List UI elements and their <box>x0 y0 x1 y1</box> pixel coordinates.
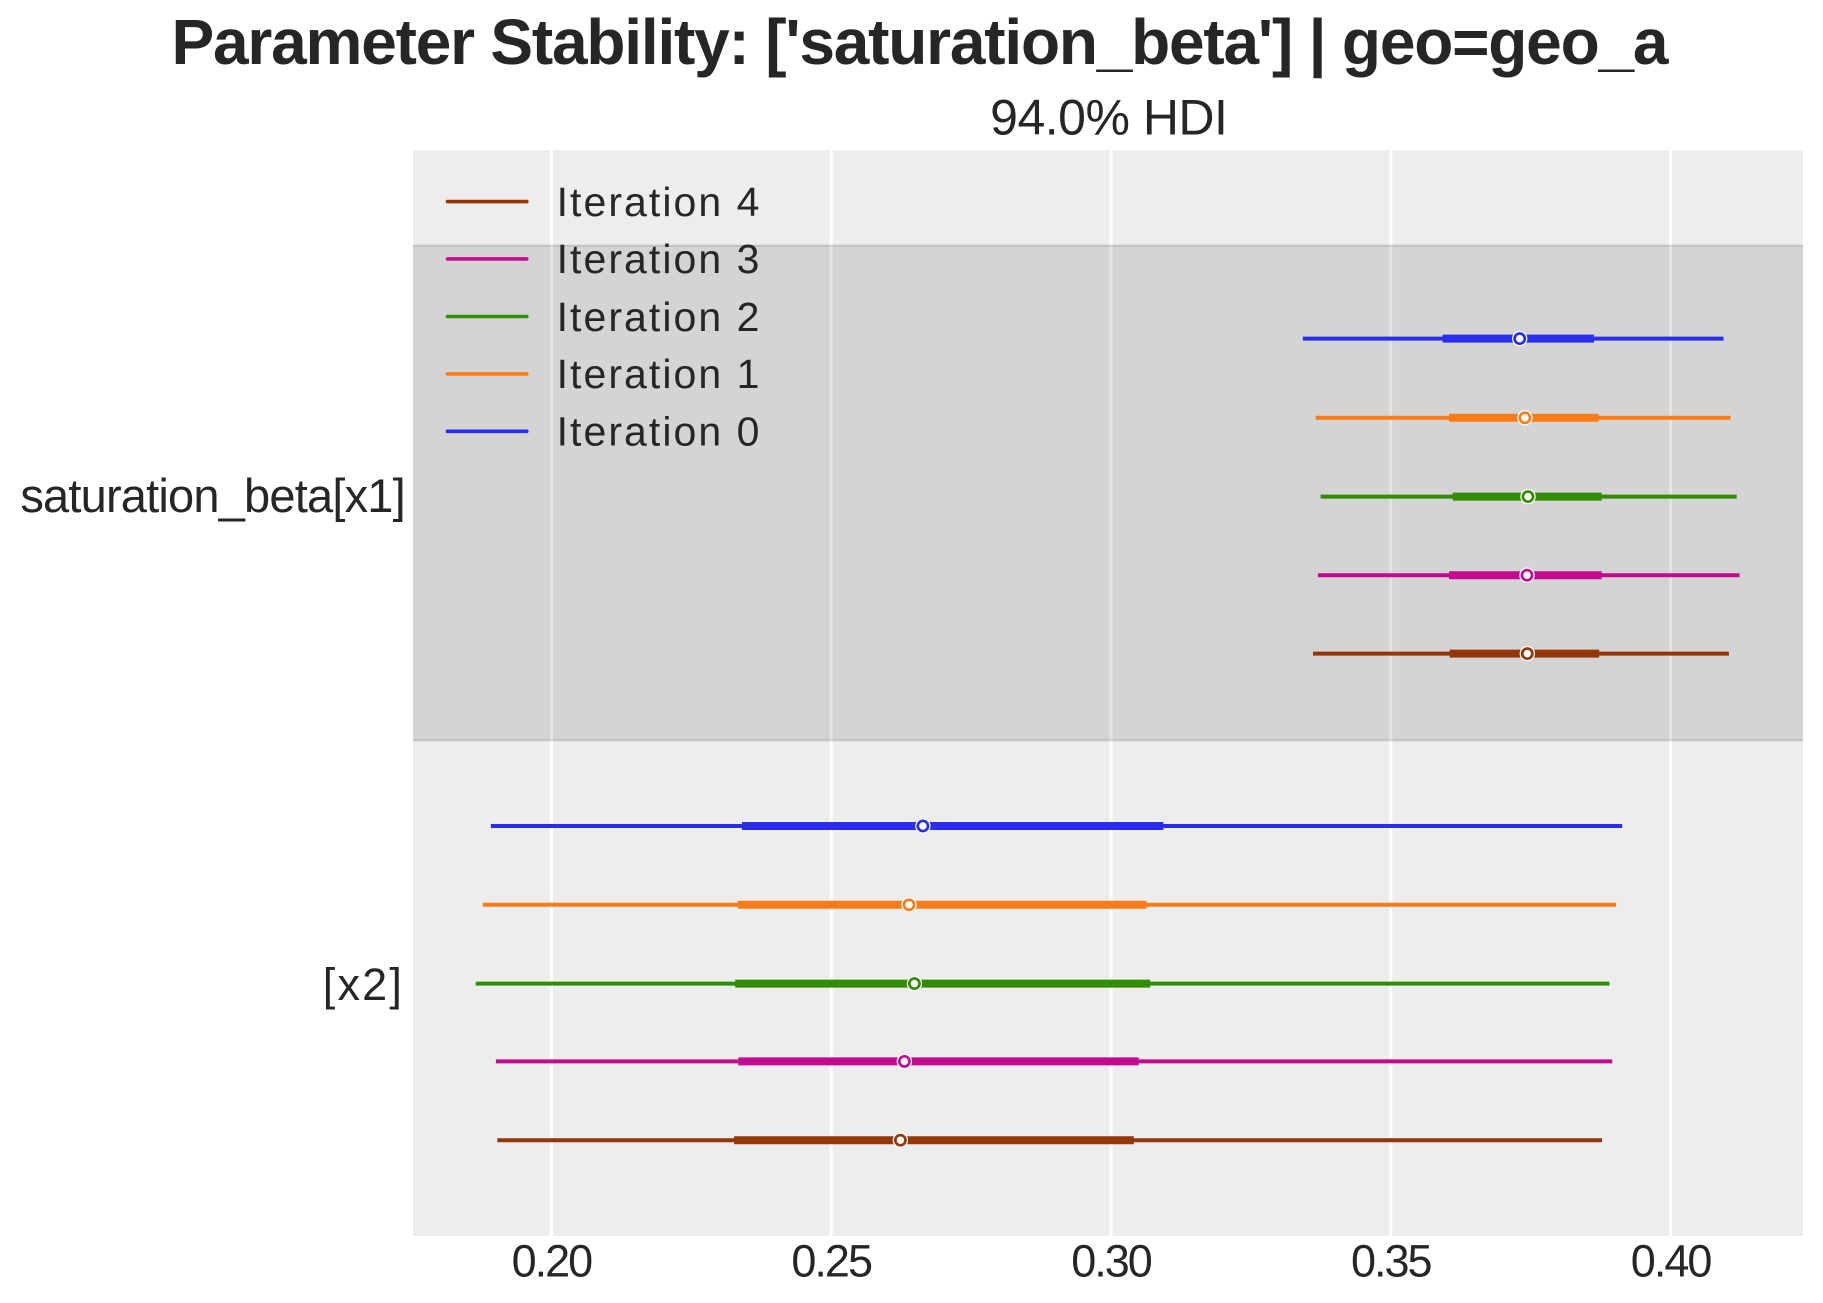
svg-text:0.35: 0.35 <box>1351 1236 1432 1287</box>
svg-text:0.20: 0.20 <box>512 1236 593 1287</box>
svg-text:Parameter Stability: ['saturat: Parameter Stability: ['saturation_beta']… <box>172 6 1669 79</box>
svg-text:[x2]: [x2] <box>323 959 404 1010</box>
svg-text:Iteration 0: Iteration 0 <box>557 409 762 455</box>
svg-text:Iteration 3: Iteration 3 <box>557 236 762 282</box>
svg-text:0.40: 0.40 <box>1631 1236 1712 1287</box>
svg-text:Iteration 2: Iteration 2 <box>557 294 762 340</box>
svg-text:0.25: 0.25 <box>791 1236 872 1287</box>
svg-text:94.0% HDI: 94.0% HDI <box>990 90 1227 146</box>
svg-text:saturation_beta[x1]: saturation_beta[x1] <box>20 469 405 522</box>
svg-text:Iteration 1: Iteration 1 <box>557 351 762 397</box>
svg-text:0.30: 0.30 <box>1071 1236 1152 1287</box>
svg-text:Iteration 4: Iteration 4 <box>557 179 762 225</box>
